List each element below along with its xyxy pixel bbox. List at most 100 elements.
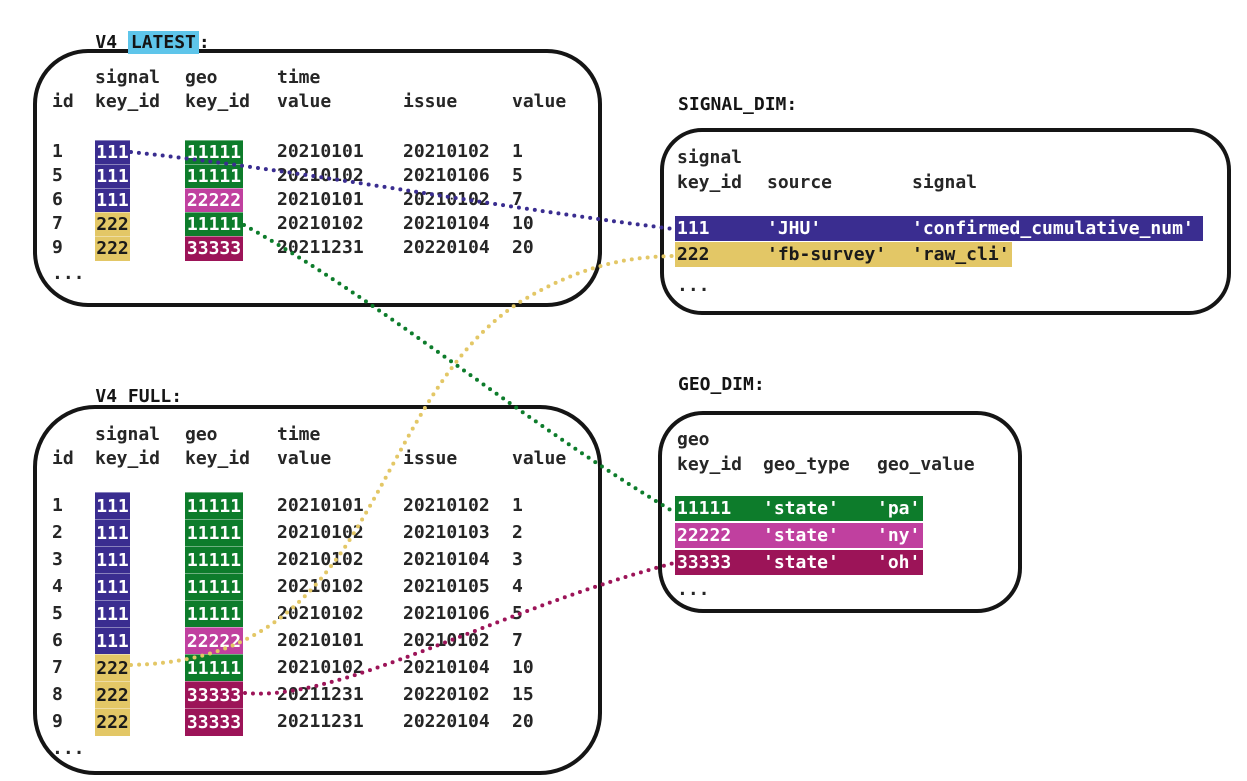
v4-full-key-cell-111: 111 (95, 600, 130, 628)
v4-latest-label-suffix: : (198, 32, 210, 53)
geo-dim-header: geo_type (763, 454, 850, 475)
v4-latest-cell: 1 (52, 141, 63, 162)
geo-dim-ellipsis: ... (677, 579, 710, 600)
v4-full-key-cell-222: 222 (95, 654, 130, 682)
signal-dim-row-bar-111 (675, 216, 1203, 241)
geo-dim-cell: 33333 (677, 552, 732, 573)
v4-full-key-cell-111: 111 (95, 627, 130, 655)
v4-full-key-cell-33333: 33333 (185, 681, 243, 709)
v4-latest-cell: 20 (512, 237, 534, 258)
v4-full-cell: 10 (512, 657, 534, 678)
v4-latest-cell: 20210101 (277, 189, 364, 210)
v4-full-key-cell-11111: 11111 (185, 573, 243, 601)
signal-dim-header: signal (912, 172, 978, 193)
geo-dim-header: geo (677, 429, 710, 450)
v4-latest-key-cell-111: 111 (95, 164, 130, 189)
v4-latest-header: time (277, 67, 321, 88)
v4-latest-cell: 20210102 (403, 141, 490, 162)
v4-latest-key-cell-111: 111 (95, 188, 130, 213)
v4-latest-key-cell-11111: 11111 (185, 164, 243, 189)
v4-full-key-cell-22222: 22222 (185, 627, 243, 655)
v4-latest-cell: 20210102 (277, 213, 364, 234)
v4-latest-header: id (52, 91, 74, 112)
v4-latest-label: V4 LATEST: (52, 11, 210, 74)
v4-full-cell: 20210105 (403, 576, 490, 597)
signal-dim-header: signal (677, 147, 743, 168)
v4-full-header: issue (403, 448, 458, 469)
geo-dim-row-bar-33333 (675, 550, 923, 575)
v4-full-cell: 3 (512, 549, 523, 570)
v4-full-cell: 20220104 (403, 711, 490, 732)
geo-dim-header: geo_value (877, 454, 975, 475)
signal-dim-cell: 'confirmed_cumulative_num' (912, 218, 1194, 239)
v4-full-cell: 5 (512, 603, 523, 624)
v4-full-cell: 7 (52, 657, 63, 678)
v4-latest-key-cell-33333: 33333 (185, 236, 243, 261)
v4-latest-label-prefix: V4 (95, 32, 128, 53)
v4-full-header: value (277, 448, 332, 469)
v4-latest-cell: 20211231 (277, 237, 364, 258)
v4-latest-cell: 20210106 (403, 165, 490, 186)
v4-latest-label-highlight: LATEST (127, 31, 199, 54)
v4-latest-header: value (512, 91, 567, 112)
geo-dim-cell: 'state' (763, 525, 839, 546)
signal-dim-cell: 'raw_cli' (912, 244, 1010, 265)
v4-latest-cell: 6 (52, 189, 63, 210)
v4-latest-header: key_id (185, 91, 251, 112)
v4-full-cell: 20210102 (277, 549, 364, 570)
v4-full-key-cell-11111: 11111 (185, 546, 243, 574)
v4-full-cell: 20210101 (277, 495, 364, 516)
signal-dim-cell: 111 (677, 218, 710, 239)
signal-dim-header: source (767, 172, 833, 193)
geo-dim-row-bar-11111 (675, 496, 923, 521)
v4-full-key-cell-11111: 11111 (185, 654, 243, 682)
v4-full-cell: 20210104 (403, 549, 490, 570)
v4-latest-header: geo (185, 67, 218, 88)
v4-latest-cell: 20210102 (277, 165, 364, 186)
v4-full-cell: 20210101 (277, 630, 364, 651)
v4-full-cell: 20210102 (277, 522, 364, 543)
v4-latest-cell: 5 (512, 165, 523, 186)
v4-full-header: id (52, 448, 74, 469)
v4-full-cell: 20210102 (403, 630, 490, 651)
v4-full-header: geo (185, 424, 218, 445)
v4-latest-key-cell-222: 222 (95, 236, 130, 261)
geo-dim-header: key_id (677, 454, 743, 475)
v4-full-cell: 20211231 (277, 684, 364, 705)
v4-full-cell: 2 (512, 522, 523, 543)
v4-full-cell: 6 (52, 630, 63, 651)
geo-dim-row-bar-22222 (675, 523, 923, 548)
v4-latest-ellipsis: ... (52, 263, 85, 284)
v4-latest-key-cell-11111: 11111 (185, 140, 243, 165)
geo-dim-cell: 11111 (677, 498, 732, 519)
v4-latest-cell: 5 (52, 165, 63, 186)
v4-latest-key-cell-11111: 11111 (185, 212, 243, 237)
signal-dim-cell: 222 (677, 244, 710, 265)
v4-full-key-cell-33333: 33333 (185, 708, 243, 736)
v4-latest-cell: 20220104 (403, 237, 490, 258)
v4-latest-cell: 20210104 (403, 213, 490, 234)
v4-latest-cell: 7 (52, 213, 63, 234)
signal-dim-ellipsis: ... (677, 275, 710, 296)
signal-dim-label: SIGNAL_DIM: (678, 94, 798, 115)
geo-dim-cell: 'oh' (877, 552, 921, 573)
geo-dim-label: GEO_DIM: (678, 374, 765, 395)
geo-dim-cell: 'state' (763, 498, 839, 519)
v4-full-cell: 1 (52, 495, 63, 516)
v4-latest-key-cell-22222: 22222 (185, 188, 243, 213)
v4-full-key-cell-222: 222 (95, 681, 130, 709)
v4-full-cell: 15 (512, 684, 534, 705)
v4-full-cell: 20 (512, 711, 534, 732)
geo-dim-cell: 'ny' (877, 525, 921, 546)
v4-full-cell: 20210106 (403, 603, 490, 624)
v4-latest-cell: 9 (52, 237, 63, 258)
v4-latest-key-cell-111: 111 (95, 140, 130, 165)
v4-full-cell: 1 (512, 495, 523, 516)
v4-full-cell: 20210102 (277, 657, 364, 678)
v4-full-cell: 20210104 (403, 657, 490, 678)
v4-latest-header: signal (95, 67, 161, 88)
v4-latest-header: key_id (95, 91, 161, 112)
geo-dim-cell: 'pa' (877, 498, 921, 519)
v4-full-label: V4 FULL: (52, 365, 182, 428)
v4-full-key-cell-111: 111 (95, 492, 130, 520)
